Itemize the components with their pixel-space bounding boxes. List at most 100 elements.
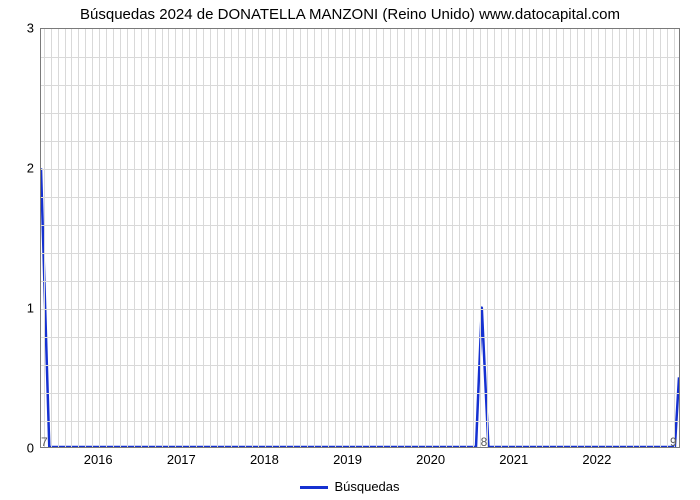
gridline-v	[591, 29, 592, 447]
gridline-v	[626, 29, 627, 447]
gridline-v	[446, 29, 447, 447]
x-tick-label: 2018	[250, 452, 279, 467]
gridline-v	[99, 29, 100, 447]
gridline-v	[182, 29, 183, 447]
x-tick-label: 2017	[167, 452, 196, 467]
y-tick-label: 1	[4, 301, 34, 316]
gridline-v	[265, 29, 266, 447]
gridline-v	[633, 29, 634, 447]
legend: Búsquedas	[0, 479, 700, 494]
x-tick-label: 2020	[416, 452, 445, 467]
gridline-v	[390, 29, 391, 447]
gridline-v	[577, 29, 578, 447]
gridline-v	[674, 29, 675, 447]
chart-title: Búsquedas 2024 de DONATELLA MANZONI (Rei…	[0, 6, 700, 23]
gridline-v	[646, 29, 647, 447]
gridline-v	[141, 29, 142, 447]
gridline-v	[217, 29, 218, 447]
gridline-v	[404, 29, 405, 447]
gridline-v	[653, 29, 654, 447]
gridline-v	[425, 29, 426, 447]
gridline-v	[536, 29, 537, 447]
gridline-v	[85, 29, 86, 447]
gridline-v	[411, 29, 412, 447]
gridline-v	[210, 29, 211, 447]
x-tick-label: 2022	[582, 452, 611, 467]
gridline-v	[224, 29, 225, 447]
gridline-v	[245, 29, 246, 447]
gridline-v	[418, 29, 419, 447]
gridline-v	[556, 29, 557, 447]
gridline-v	[342, 29, 343, 447]
gridline-v	[279, 29, 280, 447]
gridline-v	[667, 29, 668, 447]
gridline-v	[349, 29, 350, 447]
gridline-v	[314, 29, 315, 447]
gridline-v	[92, 29, 93, 447]
gridline-v	[508, 29, 509, 447]
gridline-v	[494, 29, 495, 447]
gridline-v	[155, 29, 156, 447]
gridline-v	[65, 29, 66, 447]
gridline-v	[300, 29, 301, 447]
gridline-v	[639, 29, 640, 447]
gridline-v	[584, 29, 585, 447]
gridline-v	[563, 29, 564, 447]
chart-container: Búsquedas 2024 de DONATELLA MANZONI (Rei…	[0, 0, 700, 500]
gridline-v	[252, 29, 253, 447]
gridline-v	[612, 29, 613, 447]
gridline-v	[355, 29, 356, 447]
gridline-v	[452, 29, 453, 447]
gridline-v	[148, 29, 149, 447]
gridline-v	[44, 29, 45, 447]
gridline-v	[106, 29, 107, 447]
corner-label-right: 9	[670, 435, 677, 449]
gridline-v	[71, 29, 72, 447]
y-tick-label: 3	[4, 21, 34, 36]
gridline-v	[231, 29, 232, 447]
gridline-v	[529, 29, 530, 447]
gridline-v	[51, 29, 52, 447]
gridline-v	[335, 29, 336, 447]
x-tick-label: 2016	[84, 452, 113, 467]
gridline-v	[515, 29, 516, 447]
gridline-v	[439, 29, 440, 447]
gridline-v	[542, 29, 543, 447]
gridline-v	[293, 29, 294, 447]
gridline-v	[480, 29, 481, 447]
gridline-v	[189, 29, 190, 447]
gridline-v	[397, 29, 398, 447]
gridline-v	[286, 29, 287, 447]
gridline-v	[321, 29, 322, 447]
gridline-v	[258, 29, 259, 447]
gridline-v	[120, 29, 121, 447]
gridline-v	[203, 29, 204, 447]
gridline-v	[196, 29, 197, 447]
gridline-v	[168, 29, 169, 447]
gridline-v	[383, 29, 384, 447]
gridline-v	[376, 29, 377, 447]
legend-swatch	[300, 486, 328, 489]
gridline-v	[362, 29, 363, 447]
gridline-v	[113, 29, 114, 447]
legend-label: Búsquedas	[334, 479, 399, 494]
gridline-v	[605, 29, 606, 447]
gridline-v	[570, 29, 571, 447]
corner-label-mid: 8	[481, 435, 488, 449]
gridline-v	[598, 29, 599, 447]
gridline-v	[501, 29, 502, 447]
gridline-v	[466, 29, 467, 447]
gridline-v	[272, 29, 273, 447]
gridline-v	[369, 29, 370, 447]
gridline-v	[522, 29, 523, 447]
gridline-v	[127, 29, 128, 447]
y-tick-label: 0	[4, 441, 34, 456]
gridline-v	[549, 29, 550, 447]
corner-label-left: 7	[41, 435, 48, 449]
gridline-v	[58, 29, 59, 447]
gridline-v	[473, 29, 474, 447]
gridline-v	[619, 29, 620, 447]
gridline-v	[459, 29, 460, 447]
gridline-v	[134, 29, 135, 447]
y-tick-label: 2	[4, 161, 34, 176]
